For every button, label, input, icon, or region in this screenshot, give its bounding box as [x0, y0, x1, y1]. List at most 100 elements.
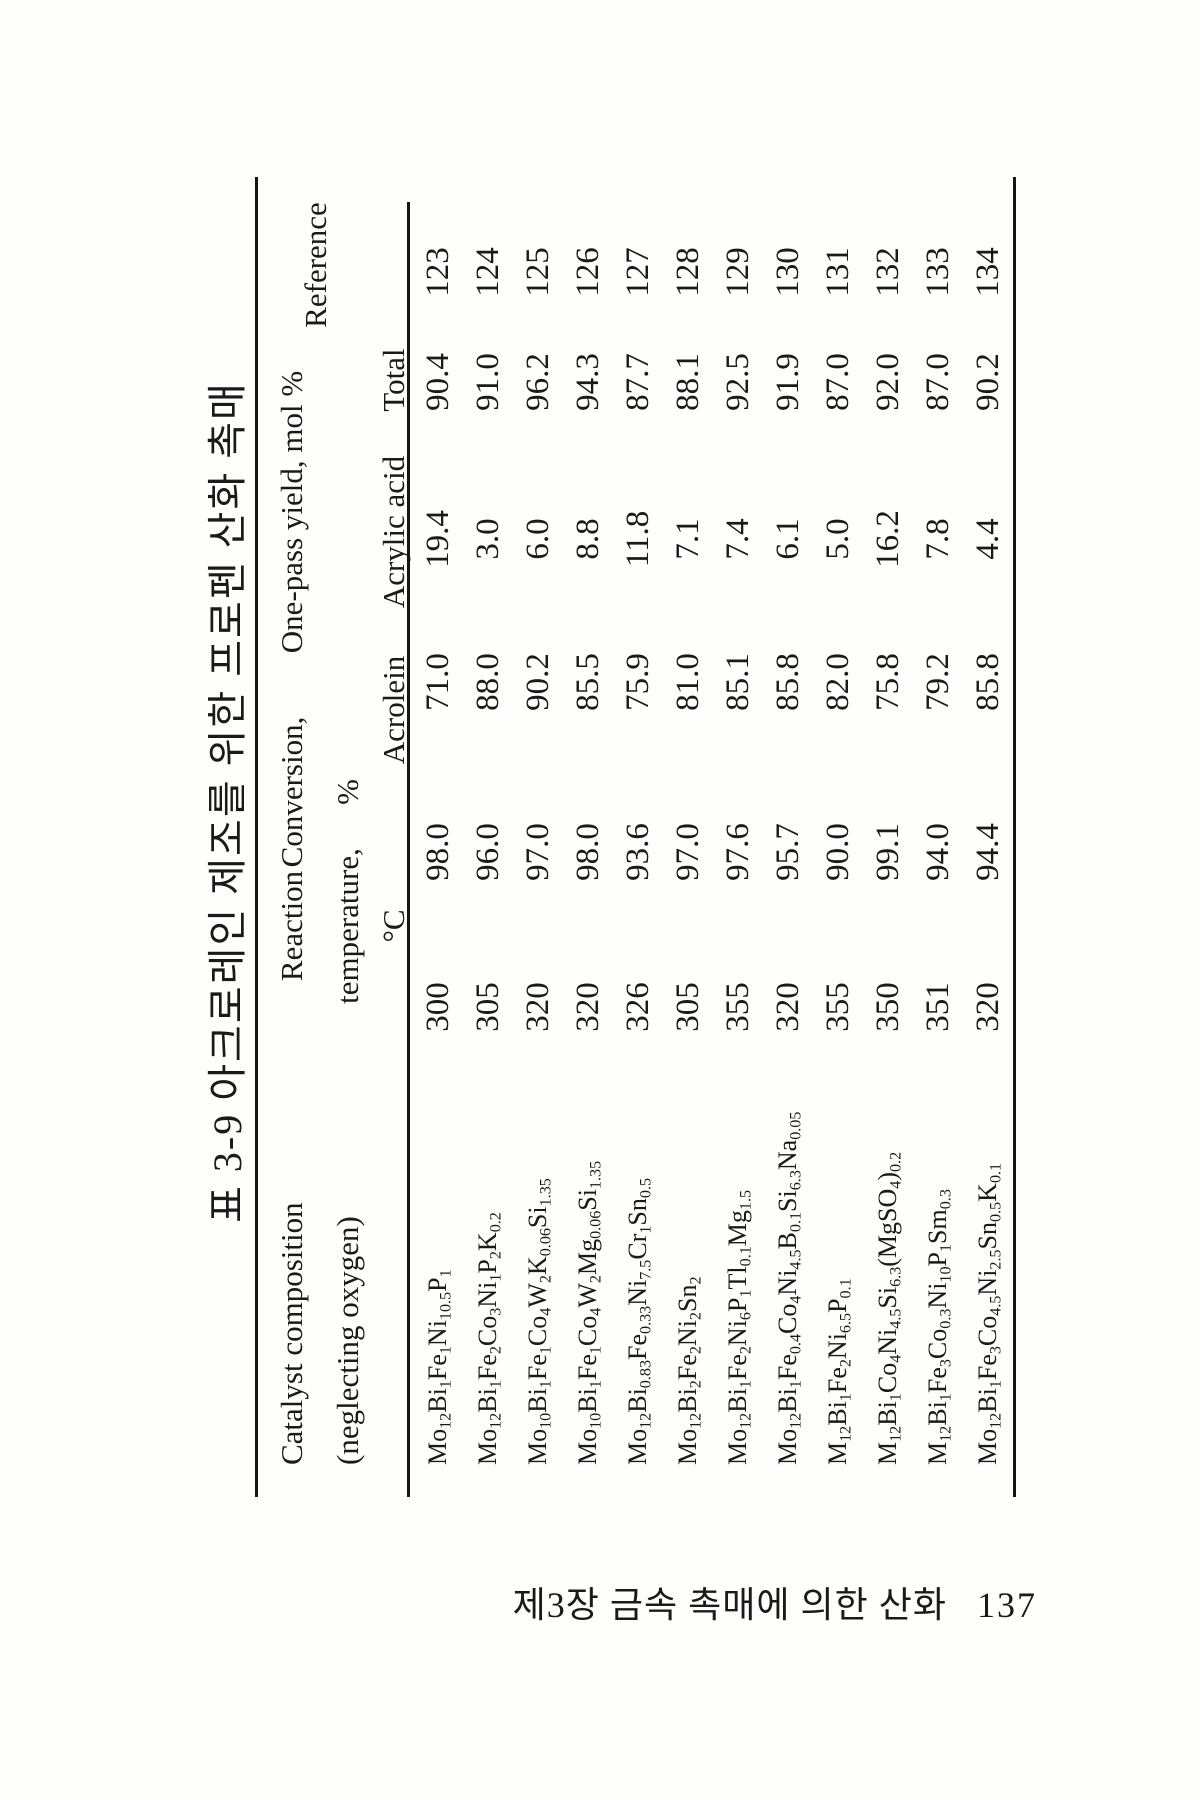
reference-number: 125	[519, 247, 556, 297]
conversion-value: 94.4	[969, 823, 1006, 881]
catalyst-formula: Mo10Bi1Fe1Co4W2K0.06Si1.35	[523, 1178, 555, 1465]
conversion-value: 97.6	[719, 823, 756, 881]
reaction-temperature: 320	[569, 982, 606, 1032]
conversion-value: 97.0	[669, 823, 706, 881]
reaction-temperature: 305	[469, 982, 506, 1032]
total-yield: 87.0	[919, 353, 956, 411]
table-row: Mo12Bi1Fe1Ni10.5P1 300 98.0 71.0 19.4 90…	[413, 167, 463, 1497]
table-row: Mo12Bi1Fe2Co3Ni1P2K0.2 305 96.0 88.0 3.0…	[463, 167, 513, 1497]
total-yield: 87.7	[619, 353, 656, 411]
total-yield: 94.3	[569, 353, 606, 411]
table-row: Mo12Bi0.83Fe0.33Ni7.5Cr1Sn0.5 326 93.6 7…	[613, 167, 663, 1497]
reference-number: 123	[419, 247, 456, 297]
acrolein-yield: 75.9	[619, 653, 656, 711]
total-yield: 96.2	[519, 353, 556, 411]
reference-number: 132	[869, 247, 906, 297]
acrolein-yield: 88.0	[469, 653, 506, 711]
reaction-temperature: 320	[769, 982, 806, 1032]
acrylic-acid-yield: 5.0	[819, 518, 856, 560]
catalyst-formula: Mo12Bi1Fe2Co3Ni1P2K0.2	[473, 1212, 505, 1465]
table-row: M12Bi1Fe3Co0.3Ni10P1Sm0.3 351 94.0 79.2 …	[913, 167, 963, 1497]
catalyst-formula: M12Bi1Fe2Ni6.5P0.1	[823, 1278, 855, 1465]
catalyst-formula: M12Bi1Fe3Co0.3Ni10P1Sm0.3	[923, 1189, 955, 1465]
rotated-table-block: 표 3-9 아크로레인 제조를 위한 프로펜 산화 촉매 Catalyst co…	[175, 167, 1025, 1497]
table-row: M12Bi1Fe2Ni6.5P0.1 355 90.0 82.0 5.0 87.…	[813, 167, 863, 1497]
acrylic-acid-yield: 8.8	[569, 518, 606, 560]
acrylic-acid-yield: 16.2	[869, 510, 906, 568]
acrylic-acid-yield: 7.1	[669, 518, 706, 560]
reaction-temperature: 320	[519, 982, 556, 1032]
acrylic-acid-yield: 7.8	[919, 518, 956, 560]
acrylic-acid-yield: 11.8	[619, 510, 656, 568]
conversion-value: 98.0	[569, 823, 606, 881]
conversion-value: 98.0	[419, 823, 456, 881]
header-reference: Reference	[298, 202, 333, 328]
reference-number: 133	[919, 247, 956, 297]
acrolein-yield: 82.0	[819, 653, 856, 711]
reference-number: 127	[619, 247, 656, 297]
reference-number: 124	[469, 247, 506, 297]
reaction-temperature: 320	[969, 982, 1006, 1032]
acrylic-acid-yield: 3.0	[469, 518, 506, 560]
acrolein-yield: 71.0	[419, 653, 456, 711]
catalyst-formula: Mo12Bi1Fe3Co4.5Ni2.5Sn0.5K0.1	[973, 1162, 1005, 1465]
footer-chapter-text: 제3장 금속 촉매에 의한 산화	[512, 1585, 947, 1625]
conversion-value: 95.7	[769, 823, 806, 881]
conversion-value: 99.1	[869, 823, 906, 881]
conversion-value: 94.0	[919, 823, 956, 881]
reference-number: 126	[569, 247, 606, 297]
total-yield: 91.0	[469, 353, 506, 411]
acrylic-acid-yield: 7.4	[719, 518, 756, 560]
page-number: 137	[977, 1585, 1037, 1625]
acrolein-yield: 79.2	[919, 653, 956, 711]
total-yield: 87.0	[819, 353, 856, 411]
header-catalyst-composition: Catalyst composition	[274, 1202, 309, 1465]
reference-number: 129	[719, 247, 756, 297]
total-yield: 88.1	[669, 353, 706, 411]
table-row: Mo12Bi1Fe2Ni6P1Tl0.1Mg1.5 355 97.6 85.1 …	[713, 167, 763, 1497]
catalyst-formula: Mo12Bi1Fe1Ni10.5P1	[423, 1269, 455, 1465]
table-row: M12Bi1Co4Ni4.5Si6.3(MgSO4)0.2 350 99.1 7…	[863, 167, 913, 1497]
acrolein-yield: 90.2	[519, 653, 556, 711]
reference-number: 128	[669, 247, 706, 297]
acrylic-acid-yield: 6.0	[519, 518, 556, 560]
reference-number: 134	[969, 247, 1006, 297]
conversion-value: 97.0	[519, 823, 556, 881]
catalyst-formula: M12Bi1Co4Ni4.5Si6.3(MgSO4)0.2	[873, 1151, 905, 1465]
acrolein-yield: 75.8	[869, 653, 906, 711]
total-yield: 90.2	[969, 353, 1006, 411]
header-neglecting-oxygen: (neglecting oxygen)	[330, 1216, 365, 1465]
conversion-value: 96.0	[469, 823, 506, 881]
header-conversion-unit: %	[330, 779, 365, 805]
table-row: Mo12Bi2Fe2Ni2Sn2 305 97.0 81.0 7.1 88.1 …	[663, 167, 713, 1497]
catalyst-formula: Mo12Bi2Fe2Ni2Sn2	[673, 1276, 705, 1465]
acrolein-yield: 85.5	[569, 653, 606, 711]
acrolein-yield: 85.1	[719, 653, 756, 711]
table-header: Catalyst composition (neglecting oxygen)…	[257, 167, 411, 1497]
acrolein-yield: 81.0	[669, 653, 706, 711]
table-row: Mo12Bi1Fe0.4Co4Ni4.5B0.1Si6.3Na0.05 320 …	[763, 167, 813, 1497]
table-row: Mo12Bi1Fe3Co4.5Ni2.5Sn0.5K0.1 320 94.4 8…	[963, 167, 1013, 1497]
catalyst-formula: Mo12Bi1Fe2Ni6P1Tl0.1Mg1.5	[723, 1189, 755, 1465]
catalyst-formula: Mo12Bi1Fe0.4Co4Ni4.5B0.1Si6.3Na0.05	[773, 1111, 805, 1465]
total-yield: 92.0	[869, 353, 906, 411]
acrylic-acid-yield: 4.4	[969, 518, 1006, 560]
reaction-temperature: 305	[669, 982, 706, 1032]
conversion-value: 93.6	[619, 823, 656, 881]
catalyst-formula: Mo12Bi0.83Fe0.33Ni7.5Cr1Sn0.5	[623, 1177, 655, 1465]
reaction-temperature: 326	[619, 982, 656, 1032]
acrylic-acid-yield: 6.1	[769, 518, 806, 560]
header-separator-rule	[407, 202, 410, 1497]
conversion-value: 90.0	[819, 823, 856, 881]
reaction-temperature: 300	[419, 982, 456, 1032]
total-yield: 91.9	[769, 353, 806, 411]
acrolein-yield: 85.8	[969, 653, 1006, 711]
table-row: Mo10Bi1Fe1Co4W2Mg0.06Si1.35 320 98.0 85.…	[563, 167, 613, 1497]
acrylic-acid-yield: 19.4	[419, 510, 456, 568]
reference-number: 131	[819, 247, 856, 297]
catalyst-formula: Mo10Bi1Fe1Co4W2Mg0.06Si1.35	[573, 1160, 605, 1465]
acrolein-yield: 85.8	[769, 653, 806, 711]
table-row: Mo10Bi1Fe1Co4W2K0.06Si1.35 320 97.0 90.2…	[513, 167, 563, 1497]
total-yield: 92.5	[719, 353, 756, 411]
